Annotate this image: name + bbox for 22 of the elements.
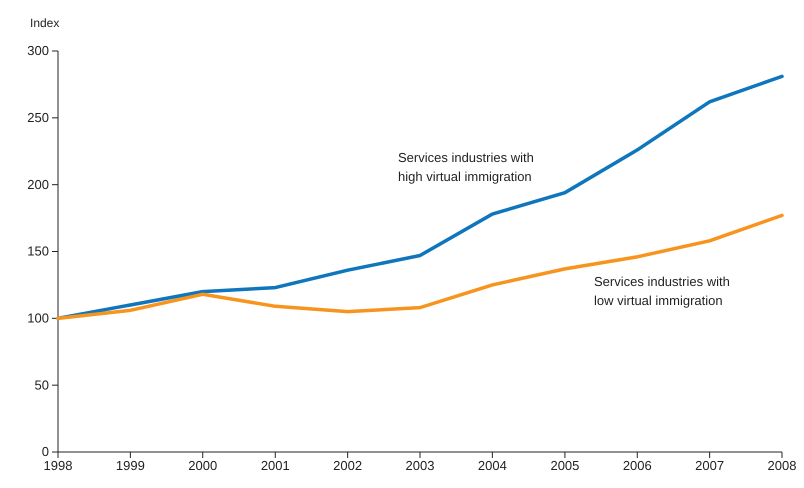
y-tick-label: 50 — [34, 377, 49, 392]
x-tick-label: 2006 — [622, 458, 652, 474]
y-tick-label: 200 — [27, 176, 49, 192]
y-tick-label: 0 — [42, 444, 49, 460]
line-series — [56, 214, 784, 320]
x-tick-label: 2004 — [478, 458, 507, 474]
series-label: Services industries with high virtual immigration — [398, 150, 534, 184]
y-axis-title: Index — [30, 16, 60, 30]
x-tick-label: 2005 — [550, 458, 580, 474]
y-tick-label: 250 — [27, 110, 49, 125]
y-tick-label: 150 — [27, 244, 49, 259]
series-label: Services industries with low virtual immigration — [594, 274, 730, 308]
x-tick-label: 2000 — [188, 458, 218, 474]
x-tick-label: 1998 — [44, 458, 72, 474]
x-tick-label: 2007 — [695, 458, 724, 474]
x-tick-label: 2008 — [768, 458, 796, 474]
x-tick-label: 2003 — [406, 458, 434, 474]
y-tick-label: 300 — [27, 43, 49, 58]
x-tick-label: 2002 — [333, 458, 362, 474]
y-tick-label: 100 — [27, 310, 49, 326]
x-tick-label: 2001 — [260, 458, 290, 474]
x-tick-label: 1999 — [116, 458, 145, 474]
